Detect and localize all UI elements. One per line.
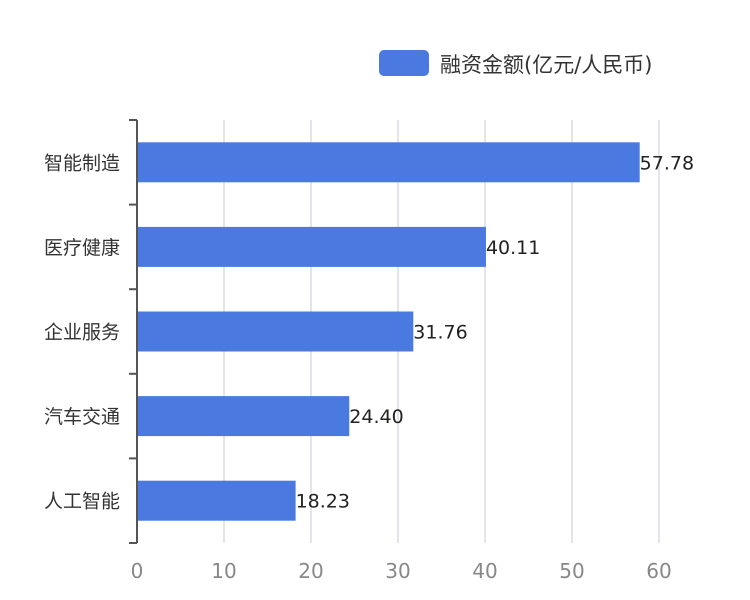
category-label: 汽车交通 bbox=[44, 406, 120, 428]
x-tick-label: 10 bbox=[211, 559, 236, 583]
category-label: 人工智能 bbox=[44, 491, 120, 513]
data-label: 24.40 bbox=[349, 406, 403, 428]
data-label: 57.78 bbox=[640, 152, 694, 174]
bar bbox=[137, 480, 296, 521]
bar bbox=[137, 226, 486, 267]
x-tick-label: 30 bbox=[385, 559, 410, 583]
category-label: 企业服务 bbox=[44, 322, 120, 344]
legend-label: 融资金额(亿元/人民币) bbox=[440, 53, 652, 77]
x-tick-label: 60 bbox=[646, 559, 671, 583]
x-tick-label: 50 bbox=[559, 559, 584, 583]
data-label: 18.23 bbox=[296, 491, 350, 513]
bar bbox=[137, 396, 350, 437]
category-label: 智能制造 bbox=[44, 152, 120, 174]
bar bbox=[137, 142, 640, 183]
x-tick-label: 0 bbox=[131, 559, 144, 583]
category-label: 医疗健康 bbox=[44, 237, 120, 259]
bar bbox=[137, 311, 414, 352]
data-label: 40.11 bbox=[486, 237, 540, 259]
legend-swatch bbox=[379, 50, 429, 76]
x-tick-label: 40 bbox=[472, 559, 497, 583]
x-tick-label: 20 bbox=[298, 559, 323, 583]
data-label: 31.76 bbox=[413, 322, 467, 344]
bars: 57.78 40.11 31.76 24.40 18.23 bbox=[137, 142, 694, 521]
legend: 融资金额(亿元/人民币) bbox=[379, 50, 652, 77]
